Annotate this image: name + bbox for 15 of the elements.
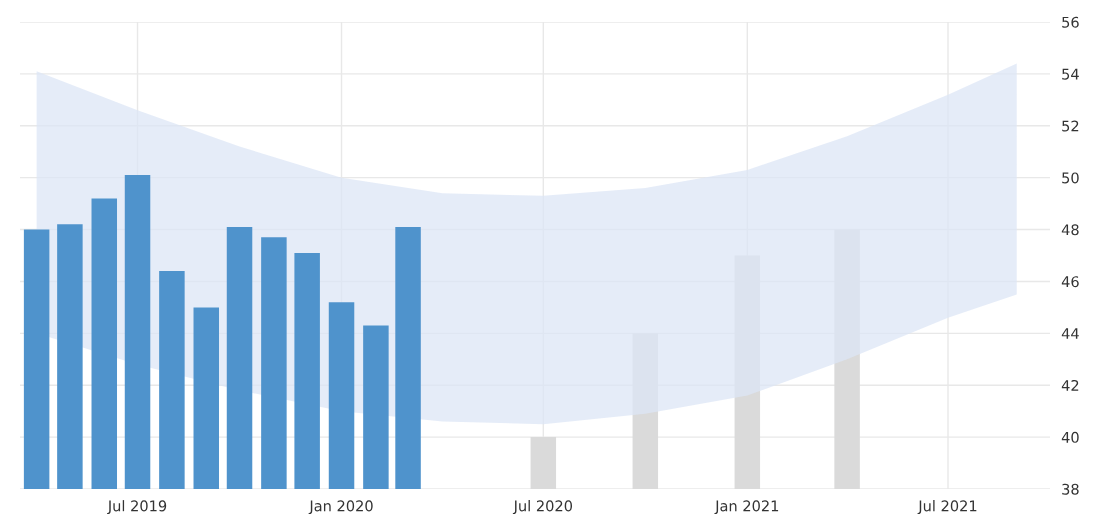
x-tick-label: Jul 2021 xyxy=(917,500,977,515)
x-tick-label: Jul 2019 xyxy=(107,500,167,515)
y-tick-label: 44 xyxy=(1061,328,1079,339)
y-tick-label: 40 xyxy=(1061,431,1079,443)
y-tick-label: 48 xyxy=(1061,224,1079,236)
y-tick-label: 46 xyxy=(1061,276,1079,288)
y-tick-label: 38 xyxy=(1062,483,1079,495)
y-tick-label: 52 xyxy=(1062,120,1079,132)
x-tick-label: Jan 2021 xyxy=(714,500,779,515)
x-tick-label: Jul 2020 xyxy=(512,500,573,515)
y-tick-label: 50 xyxy=(1062,172,1079,184)
y-tick-label: 54 xyxy=(1062,68,1079,80)
y-tick-label: 56 xyxy=(1062,16,1079,28)
x-tick-label: Jan 2020 xyxy=(308,500,373,515)
y-tick-label: 42 xyxy=(1061,379,1079,391)
